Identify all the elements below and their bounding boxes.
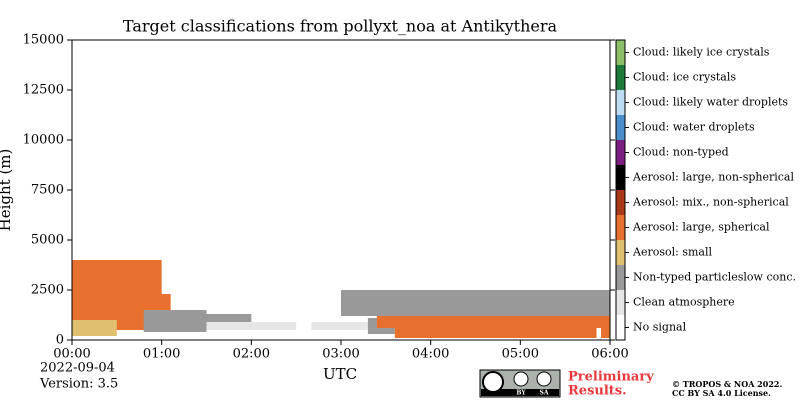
class-cell [72, 320, 117, 336]
x-tick-label: 02:00 [233, 347, 270, 362]
badge-text: SA [540, 390, 549, 397]
colorbar-label: Aerosol: large, spherical [632, 221, 770, 234]
colorbar-label: Clean atmosphere [633, 296, 735, 309]
y-tick-label: 0 [56, 333, 64, 348]
x-tick-label: 05:00 [502, 347, 539, 362]
class-cell [311, 322, 368, 330]
colorbar-segment [616, 315, 625, 340]
x-tick-label: 01:00 [143, 347, 180, 362]
y-tick-label: 5000 [31, 233, 64, 248]
copyright: © TROPOS & NOA 2022. [672, 379, 782, 389]
badge-icon [482, 371, 504, 393]
colorbar-segment [616, 140, 625, 165]
notice: Results. [568, 384, 627, 399]
colorbar-label: Cloud: likely water droplets [633, 96, 788, 109]
colorbar-segment [616, 190, 625, 215]
class-cell [143, 310, 207, 332]
date-label: 2022-09-04 [40, 361, 115, 376]
y-tick-label: 7500 [31, 183, 64, 198]
colorbar-label: Aerosol: mix., non-spherical [632, 196, 789, 209]
class-cell [376, 316, 610, 328]
colorbar-label: Cloud: likely ice crystals [633, 46, 770, 59]
colorbar-label: Cloud: water droplets [633, 121, 755, 134]
colorbar-frame [615, 39, 626, 341]
copyright: CC BY SA 4.0 License. [672, 388, 771, 398]
badge-strip [481, 389, 559, 396]
cc-badge: BY SA [479, 369, 561, 398]
y-tick-label: 2500 [31, 283, 64, 298]
y-axis-label: Height (m) [0, 149, 14, 232]
colorbar-label: No signal [633, 321, 687, 334]
colorbar-segment [616, 240, 625, 265]
x-tick-label: 04:00 [412, 347, 449, 362]
y-tick-label: 10000 [23, 133, 64, 148]
y-tick-label: 15000 [23, 33, 64, 48]
colorbar-segment [616, 265, 625, 290]
colorbar-label: Aerosol: large, non-spherical [632, 171, 794, 184]
x-tick-label: 03:00 [322, 347, 359, 362]
class-cell [72, 260, 162, 294]
badge-icon [536, 371, 552, 387]
colorbar-segment [616, 290, 625, 315]
x-tick-label: 06:00 [591, 347, 628, 362]
class-cell [206, 314, 252, 322]
colorbar-label: Non-typed particleslow conc. [633, 271, 796, 284]
colorbar-segment [616, 90, 625, 115]
chart-title: Target classifications from pollyxt_noa … [123, 17, 558, 36]
y-tick-label: 12500 [23, 83, 64, 98]
version-label: Version: 3.5 [39, 377, 118, 392]
class-cell [206, 322, 297, 330]
colorbar-segment [616, 40, 625, 65]
notice: Preliminary [568, 370, 654, 385]
badge-icon [513, 371, 529, 387]
class-cell [601, 328, 610, 338]
badge-text: BY [516, 390, 526, 397]
colorbar-segment [616, 115, 625, 140]
colorbar-segment [616, 165, 625, 190]
class-cell [394, 328, 597, 338]
colorbar-label: Cloud: ice crystals [633, 71, 736, 84]
colorbar-label: Aerosol: small [632, 246, 712, 259]
colorbar-segment [616, 215, 625, 240]
x-axis-label: UTC [323, 365, 357, 383]
colorbar-label: Cloud: non-typed [633, 146, 729, 159]
class-cell [341, 290, 610, 316]
x-tick-label: 00:00 [53, 347, 90, 362]
colorbar-segment [616, 65, 625, 90]
